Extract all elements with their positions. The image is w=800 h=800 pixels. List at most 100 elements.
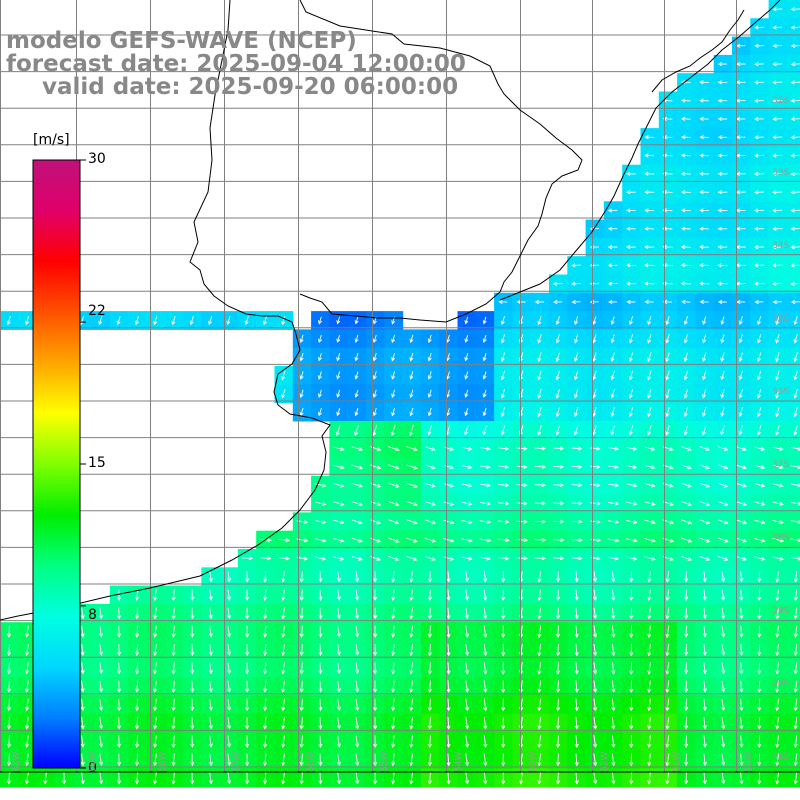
- wind-arrow: [369, 519, 382, 525]
- wind-arrow: [333, 501, 345, 506]
- wind-speed-cell: [786, 640, 800, 660]
- wind-arrow: [537, 735, 542, 749]
- wind-arrow: [497, 519, 510, 524]
- wind-arrow: [516, 299, 526, 304]
- wind-speed-cell: [786, 402, 800, 422]
- wind-arrow: [625, 263, 636, 268]
- wind-arrow: [754, 25, 764, 30]
- wind-arrow: [24, 662, 30, 675]
- wind-arrow: [190, 662, 195, 675]
- wind-arrow: [227, 753, 232, 767]
- wind-arrow: [333, 537, 345, 543]
- wind-arrow: [391, 407, 396, 417]
- wind-arrow: [482, 371, 487, 380]
- wind-arrow: [537, 771, 542, 785]
- wind-arrow: [134, 771, 140, 785]
- wind-arrow: [355, 717, 360, 730]
- wind-arrow: [665, 388, 670, 399]
- wind-arrow: [479, 464, 491, 470]
- wind-arrow: [299, 753, 304, 767]
- wind-arrow: [647, 352, 652, 363]
- wind-arrow: [262, 698, 268, 712]
- wind-arrow: [351, 556, 363, 561]
- wind-arrow: [80, 607, 85, 620]
- lat-label: 34S: [772, 241, 790, 251]
- wind-arrow: [406, 482, 418, 488]
- wind-arrow: [153, 716, 158, 730]
- wind-arrow: [299, 352, 304, 362]
- wind-arrow: [644, 501, 656, 506]
- wind-arrow: [718, 464, 729, 470]
- wind-arrow: [555, 771, 561, 785]
- wind-arrow: [790, 281, 800, 286]
- wind-arrow: [464, 334, 469, 343]
- wind-arrow: [683, 334, 688, 344]
- wind-arrow: [555, 625, 561, 639]
- wind-arrow: [245, 589, 250, 601]
- wind-arrow: [772, 299, 782, 305]
- wind-arrow: [717, 263, 728, 268]
- wind-arrow: [299, 589, 304, 602]
- wind-arrow: [461, 519, 473, 525]
- wind-arrow: [153, 680, 158, 693]
- wind-arrow: [573, 425, 579, 436]
- wind-arrow: [699, 464, 711, 470]
- wind-arrow: [772, 43, 783, 48]
- wind-arrow: [153, 771, 158, 785]
- wind-arrow: [443, 519, 455, 525]
- wind-arrow: [574, 735, 579, 749]
- wind-arrow: [611, 716, 616, 730]
- lon-label: 61W: [12, 751, 22, 772]
- wind-arrow: [262, 607, 268, 620]
- wind-arrow: [736, 464, 747, 470]
- wind-arrow: [537, 753, 542, 767]
- wind-arrow: [738, 334, 743, 344]
- wind-arrow: [153, 644, 158, 657]
- wind-arrow: [388, 482, 400, 488]
- wind-arrow: [574, 643, 579, 657]
- wind-arrow: [227, 607, 232, 620]
- wind-arrow: [318, 571, 323, 583]
- wind-arrow: [628, 388, 634, 399]
- wind-arrow: [351, 464, 363, 470]
- wind-arrow: [390, 424, 396, 437]
- wind-arrow: [790, 245, 800, 250]
- wind-arrow: [718, 482, 729, 488]
- wind-arrow: [720, 352, 725, 362]
- wind-arrow: [443, 483, 455, 488]
- wind-arrow: [754, 226, 764, 231]
- wind-arrow: [6, 735, 11, 749]
- wind-arrow: [6, 644, 12, 657]
- wind-arrow: [772, 80, 783, 85]
- wind-arrow: [684, 771, 689, 785]
- wind-arrow: [775, 662, 780, 675]
- wind-arrow: [98, 607, 104, 620]
- wind-arrow: [757, 589, 762, 601]
- wind-arrow: [373, 607, 378, 620]
- wind-arrow: [608, 501, 619, 506]
- wind-arrow: [775, 607, 780, 620]
- wind-arrow: [501, 771, 506, 785]
- wind-arrow: [665, 370, 670, 381]
- wind-arrow: [190, 716, 195, 730]
- wind-arrow: [465, 625, 470, 639]
- wind-arrow: [355, 735, 360, 748]
- wind-arrow: [354, 389, 359, 398]
- wind-arrow: [190, 753, 195, 767]
- wind-arrow: [409, 735, 414, 749]
- wind-arrow: [443, 556, 455, 561]
- wind-arrow: [702, 334, 707, 344]
- wind-arrow: [24, 644, 30, 657]
- wind-arrow: [336, 389, 341, 398]
- wind-arrow: [574, 625, 579, 639]
- wind-arrow: [117, 771, 122, 785]
- wind-arrow: [497, 538, 510, 543]
- wind-arrow: [717, 135, 728, 140]
- colorbar-tick-8: 8: [88, 607, 97, 623]
- wind-arrow: [739, 589, 744, 601]
- wind-arrow: [754, 98, 764, 103]
- wind-arrow: [570, 537, 583, 543]
- wind-arrow: [699, 190, 710, 195]
- wind-arrow: [427, 771, 432, 785]
- wind-arrow: [315, 519, 327, 525]
